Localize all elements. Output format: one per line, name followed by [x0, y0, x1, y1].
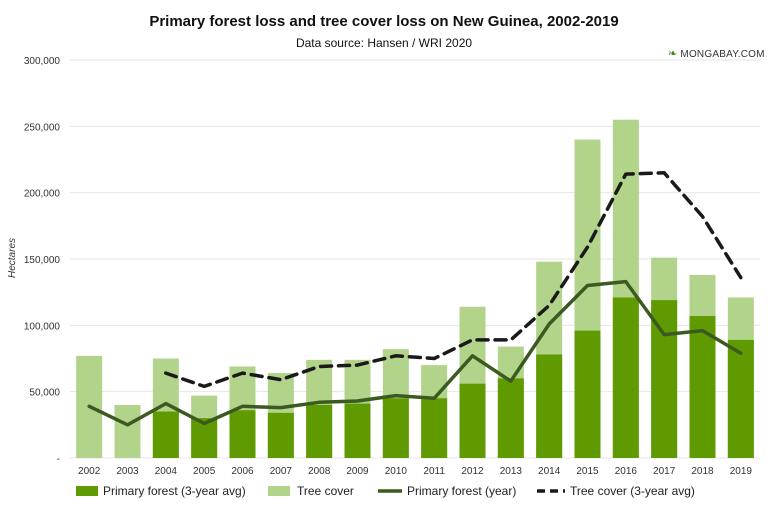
x-tick-label: 2012: [461, 466, 484, 477]
chart-subtitle: Data source: Hansen / WRI 2020: [295, 36, 473, 50]
lines: [87, 171, 743, 427]
bar-primary-forest-avg: [651, 300, 678, 458]
x-tick-label: 2013: [500, 466, 523, 477]
y-tick-label: 300,000: [24, 56, 61, 67]
x-tick-label: 2002: [78, 466, 101, 477]
brand-logo: ❧ MONGABAY.COM: [668, 47, 765, 60]
bar-primary-forest-avg: [229, 410, 256, 458]
line-tree-cover-avg: [164, 171, 743, 389]
bar-primary-forest-avg: [497, 378, 524, 458]
x-tick-label: 2003: [116, 466, 139, 477]
chart-title: Primary forest loss and tree cover loss …: [149, 13, 619, 30]
bar-primary-forest-avg: [421, 398, 448, 458]
legend-swatch-tree-cover: [268, 486, 290, 496]
brand-text: MONGABAY.COM: [680, 49, 765, 60]
x-tick-label: 2017: [653, 466, 676, 477]
bar-primary-forest-avg: [344, 403, 371, 458]
bar-primary-forest-avg: [152, 411, 179, 458]
y-tick-label: 150,000: [24, 255, 61, 266]
legend-label-primary-forest-year: Primary forest (year): [407, 484, 516, 498]
line-primary-forest-year: [87, 279, 743, 427]
bar-primary-forest-avg: [689, 316, 716, 458]
y-tick-label: 50,000: [29, 388, 60, 399]
x-tick-label: 2014: [538, 466, 561, 477]
x-tick-label: 2007: [270, 466, 293, 477]
x-tick-label: 2015: [576, 466, 599, 477]
y-tick-label: 200,000: [24, 189, 61, 200]
x-tick-label: 2008: [308, 466, 331, 477]
y-tick-label: -: [57, 454, 60, 465]
bar-tree-cover: [114, 404, 141, 458]
legend: Primary forest (3-year avg) Tree cover Pri…: [76, 484, 695, 498]
x-tick-label: 2005: [193, 466, 216, 477]
bar-primary-forest-avg: [536, 354, 563, 458]
y-axis-label: Hectares: [7, 238, 18, 278]
y-tick-label: 100,000: [24, 321, 61, 332]
x-tick-label: 2019: [730, 466, 753, 477]
bar-primary-forest-avg: [382, 398, 409, 458]
x-tick-label: 2010: [385, 466, 408, 477]
leaf-icon: ❧: [668, 48, 678, 60]
legend-label-tree-cover-avg: Tree cover (3-year avg): [570, 484, 695, 498]
legend-swatch-primary-forest-avg: [76, 486, 98, 496]
bar-primary-forest-avg: [306, 404, 333, 458]
x-tick-label: 2018: [691, 466, 714, 477]
legend-label-tree-cover: Tree cover: [297, 484, 354, 498]
gridlines: [70, 59, 760, 459]
bar-primary-forest-avg: [612, 297, 639, 458]
y-tick-label: 250,000: [24, 122, 61, 133]
bar-primary-forest-avg: [459, 383, 486, 458]
x-axis-ticks: 2002 2003 2004 2005 2006 2007 2008 2009 2010 2011…: [78, 466, 752, 477]
bar-primary-forest-avg: [267, 412, 294, 458]
x-tick-label: 2011: [423, 466, 445, 477]
x-tick-label: 2004: [155, 466, 178, 477]
x-tick-label: 2006: [231, 466, 254, 477]
legend-label-primary-forest-avg: Primary forest (3-year avg): [103, 484, 246, 498]
bars: [76, 119, 754, 458]
y-axis-ticks: - 50,000 100,000 150,000 200,000 250,000 300,0…: [24, 56, 61, 465]
x-tick-label: 2016: [615, 466, 638, 477]
bar-primary-forest-avg: [727, 339, 754, 458]
bar-primary-forest-avg: [574, 330, 601, 458]
x-tick-label: 2009: [346, 466, 369, 477]
